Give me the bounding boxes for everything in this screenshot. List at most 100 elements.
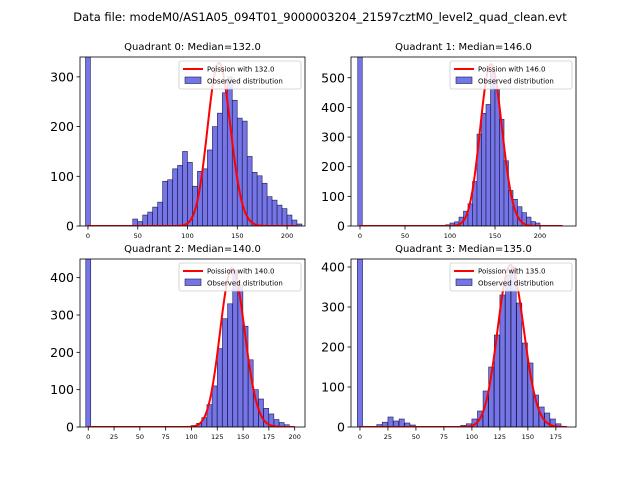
histogram-bar	[549, 418, 556, 427]
plot-area	[85, 57, 303, 226]
y-tick-label: 100	[50, 169, 74, 184]
x-tick-label: 200	[281, 232, 293, 240]
histogram-bar	[237, 117, 243, 226]
subplot-title: Quadrant 1: Median=146.0	[395, 42, 532, 53]
histogram-bar	[284, 424, 290, 427]
histogram-bar	[182, 151, 188, 226]
histogram-bar	[490, 71, 496, 226]
y-tick-label: 100	[321, 189, 345, 204]
y-tick-label: 400	[321, 100, 345, 115]
histogram-bar	[376, 424, 383, 427]
histogram-bar	[516, 302, 523, 427]
quadrant-2-chart: 0 25 50 75 100 125 150 175 200 0 100 200 300 400 Quadr…	[50, 244, 306, 441]
legend-bar-swatch	[184, 278, 202, 286]
histogram-bar	[167, 179, 173, 226]
x-tick-label: 100	[181, 232, 193, 240]
histogram-bar	[246, 156, 253, 226]
histogram-bar	[232, 269, 239, 427]
histogram-bar	[286, 214, 293, 226]
histogram-bar	[357, 57, 363, 226]
legend-box	[449, 60, 573, 90]
x-tick-label: 75	[440, 433, 448, 441]
histogram-bar	[488, 366, 495, 427]
legend-bar-swatch	[184, 76, 202, 84]
y-tick-label: 0	[337, 420, 345, 435]
x-tick-label: 150	[489, 232, 501, 240]
histogram-bar	[222, 318, 228, 427]
x-tick-label: 100	[466, 433, 478, 441]
legend-bar-swatch	[455, 76, 473, 84]
y-tick-label: 200	[50, 119, 74, 134]
y-tick-label: 0	[337, 219, 345, 234]
legend-box	[178, 60, 302, 90]
y-tick-label: 400	[321, 260, 345, 275]
y-tick-label: 500	[321, 70, 345, 85]
histogram-bar	[382, 421, 388, 427]
histogram-bar	[398, 418, 405, 427]
quadrant-3-chart: 0 25 50 75 100 125 150 175 0 100 200 300 400 Quadrant…	[321, 244, 577, 441]
histogram-bar	[251, 172, 258, 226]
legend-bar-label: Observed distribution	[207, 78, 283, 86]
axes-frame	[350, 258, 577, 428]
x-tick-label: 150	[522, 433, 534, 441]
histogram-bar	[152, 206, 158, 226]
x-tick-label: 100	[444, 232, 456, 240]
quadrant-1-chart: 0 50 100 150 200 0 100 200 300 400 500 Quadrant 1: …	[321, 42, 577, 240]
subplot-title: Quadrant 2: Median=140.0	[124, 244, 261, 255]
y-tick-label: 200	[321, 159, 345, 174]
histogram-bar	[212, 126, 218, 226]
legend-line-label: Poission with 140.0	[207, 268, 275, 276]
legend-line-label: Poission with 135.0	[478, 268, 546, 276]
y-tick-label: 300	[50, 69, 74, 84]
x-tick-label: 200	[288, 433, 300, 441]
histogram-bar	[276, 204, 283, 226]
poisson-curve	[360, 63, 563, 226]
legend: Poission with 132.0 Observed distribution	[178, 60, 302, 90]
legend-line-label: Poission with 146.0	[478, 66, 546, 74]
histogram-bar	[261, 182, 268, 226]
axes-frame	[350, 56, 577, 227]
y-tick-label: 100	[50, 382, 74, 397]
histogram-bar	[266, 196, 273, 226]
axes-frame	[79, 258, 306, 428]
legend-bar-label: Observed distribution	[207, 280, 283, 288]
x-tick-label: 25	[110, 433, 118, 441]
legend: Poission with 146.0 Observed distribution	[449, 60, 573, 90]
y-tick-label: 0	[66, 420, 74, 435]
histogram-bar	[132, 218, 138, 226]
histogram-bar	[162, 180, 168, 226]
histogram-bar	[147, 211, 153, 226]
x-tick-label: 50	[134, 232, 142, 240]
histogram-bar	[227, 303, 233, 427]
histogram-bar	[216, 348, 223, 427]
histogram-bar	[157, 201, 163, 226]
x-tick-label: 125	[494, 433, 506, 441]
histogram-bar	[387, 416, 394, 427]
legend: Poission with 140.0 Observed distribution	[178, 262, 302, 292]
x-tick-label: 200	[534, 232, 546, 240]
x-tick-label: 150	[237, 433, 249, 441]
y-tick-label: 300	[50, 308, 74, 323]
histogram-bar	[271, 199, 278, 226]
y-tick-label: 200	[50, 345, 74, 360]
x-tick-label: 175	[550, 433, 562, 441]
x-tick-label: 50	[401, 232, 409, 240]
histogram-bar	[499, 294, 506, 427]
legend-bar-swatch	[455, 278, 473, 286]
legend-bar-label: Observed distribution	[478, 280, 554, 288]
histogram-bar	[177, 165, 183, 226]
x-tick-label: 25	[384, 433, 392, 441]
histogram-bar	[85, 259, 92, 427]
x-tick-label: 0	[86, 232, 90, 240]
x-tick-label: 175	[263, 433, 275, 441]
figure-title: Data file: modeM0/AS1A05_094T01_90000032…	[73, 10, 567, 24]
histogram-bar	[505, 274, 511, 427]
legend: Poission with 135.0 Observed distribution	[449, 262, 573, 292]
x-tick-label: 150	[231, 232, 243, 240]
x-tick-label: 125	[211, 433, 223, 441]
histogram-bar	[217, 112, 223, 226]
histogram-bar	[256, 175, 263, 226]
legend-bar-label: Observed distribution	[478, 78, 554, 86]
quadrant-0-chart: 0 50 100 150 200 0 100 200 300 Quadrant 0: Median…	[50, 42, 306, 240]
